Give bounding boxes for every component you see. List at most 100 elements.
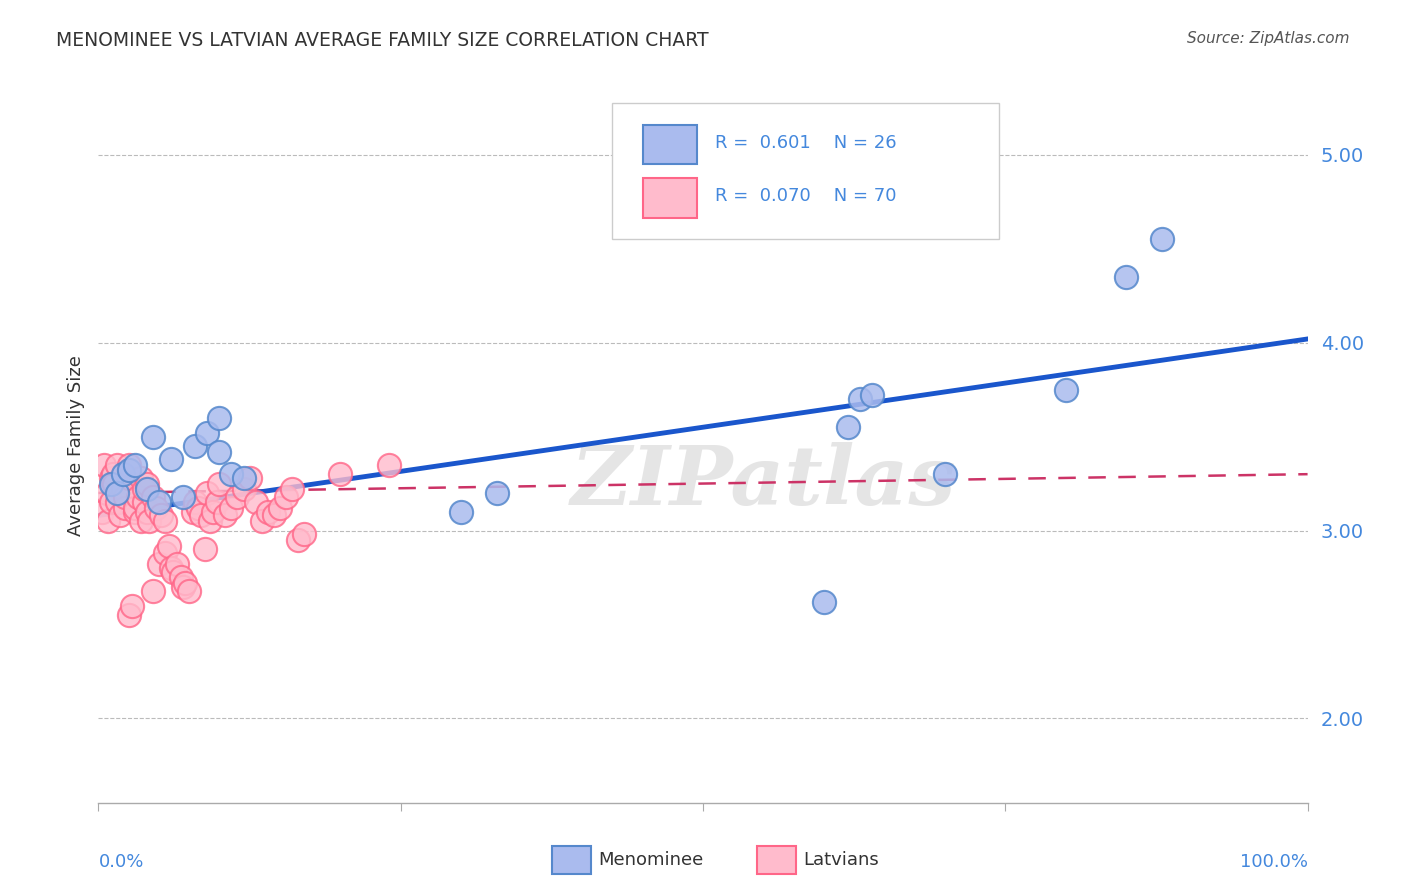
Point (93, 458, 115, 472)
Point (121, 599, 143, 613)
Point (153, 546, 176, 560)
Point (208, 410, 231, 425)
Point (138, 514, 160, 528)
Point (174, 576, 197, 591)
Point (150, 508, 173, 523)
Point (134, 495, 156, 509)
Point (450, 505, 472, 519)
Point (91, 505, 114, 519)
Point (813, 595, 835, 609)
Point (166, 558, 188, 572)
Text: Source: ZipAtlas.com: Source: ZipAtlas.com (1187, 31, 1350, 46)
Point (269, 500, 291, 515)
Point (96, 486, 118, 500)
Point (250, 514, 273, 528)
Point (934, 467, 956, 482)
Point (195, 425, 218, 440)
Point (221, 500, 243, 515)
Point (245, 495, 267, 509)
Point (1152, 232, 1174, 246)
Point (105, 458, 128, 472)
Point (111, 482, 134, 496)
Point (148, 558, 170, 572)
Point (184, 495, 207, 509)
Point (101, 467, 124, 482)
Point (849, 392, 872, 406)
Point (172, 580, 194, 594)
Point (100, 495, 122, 509)
Point (194, 542, 217, 557)
Text: MENOMINEE VS LATVIAN AVERAGE FAMILY SIZE CORRELATION CHART: MENOMINEE VS LATVIAN AVERAGE FAMILY SIZE… (56, 31, 709, 50)
Point (190, 508, 212, 523)
Point (208, 476, 231, 491)
Point (232, 471, 254, 485)
Point (118, 607, 141, 622)
Point (118, 458, 141, 472)
Text: Latvians: Latvians (803, 851, 879, 869)
Point (118, 463, 141, 477)
Point (184, 439, 207, 453)
Point (177, 583, 201, 598)
Point (129, 471, 152, 485)
FancyBboxPatch shape (551, 846, 591, 874)
Point (205, 495, 228, 509)
Text: ZIPatlas: ZIPatlas (571, 442, 956, 522)
Point (135, 476, 157, 491)
Point (263, 508, 285, 523)
Text: 0.0%: 0.0% (98, 853, 143, 871)
Text: 100.0%: 100.0% (1240, 853, 1308, 871)
Point (214, 508, 236, 523)
Point (198, 514, 221, 528)
Point (145, 500, 167, 515)
Point (287, 533, 309, 547)
Point (195, 486, 218, 500)
FancyBboxPatch shape (758, 846, 796, 874)
Point (837, 420, 859, 434)
Point (157, 539, 180, 553)
Point (1054, 383, 1077, 397)
Point (274, 490, 297, 504)
Point (256, 505, 278, 519)
Point (329, 467, 352, 482)
Point (100, 471, 122, 485)
Point (105, 486, 128, 500)
Point (377, 458, 399, 472)
Point (160, 561, 183, 575)
Point (232, 482, 254, 496)
FancyBboxPatch shape (643, 178, 697, 218)
Point (181, 505, 204, 519)
FancyBboxPatch shape (612, 103, 1000, 239)
Point (160, 452, 183, 467)
Point (100, 476, 122, 491)
Point (124, 500, 146, 515)
Text: Menominee: Menominee (598, 851, 703, 869)
Point (127, 490, 149, 504)
Point (111, 467, 134, 482)
FancyBboxPatch shape (643, 125, 697, 164)
Y-axis label: Average Family Size: Average Family Size (66, 356, 84, 536)
Point (162, 565, 184, 579)
Point (114, 490, 136, 504)
Point (124, 505, 146, 519)
Point (108, 508, 131, 523)
Point (221, 467, 243, 482)
Point (129, 514, 152, 528)
Point (208, 444, 231, 458)
Point (226, 490, 249, 504)
Point (118, 471, 141, 485)
Point (239, 471, 262, 485)
Point (135, 482, 157, 496)
Point (1115, 270, 1137, 285)
Point (114, 500, 136, 515)
Point (135, 505, 157, 519)
Point (124, 458, 146, 472)
Text: R =  0.601    N = 26: R = 0.601 N = 26 (716, 134, 897, 152)
Point (97, 514, 120, 528)
Point (187, 500, 209, 515)
Point (281, 482, 304, 496)
Point (860, 388, 883, 402)
Point (142, 583, 165, 598)
Point (105, 495, 128, 509)
Point (292, 527, 315, 541)
Point (153, 514, 176, 528)
